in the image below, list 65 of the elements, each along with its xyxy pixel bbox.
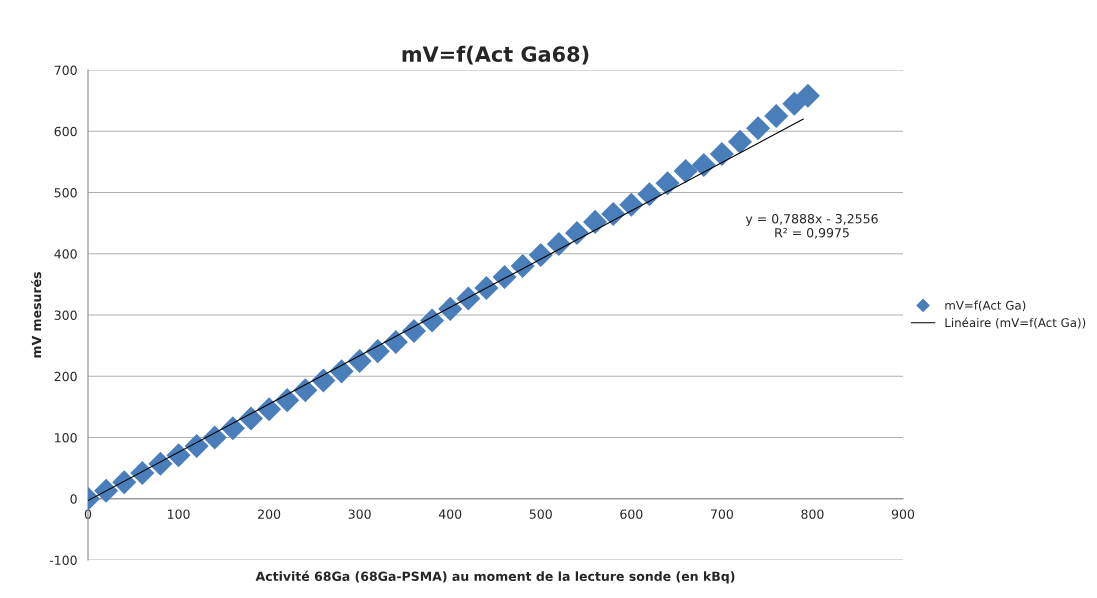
point (94, 478, 119, 503)
y-tick-label: 300 (54, 310, 77, 320)
y-axis-title: mV mesurés (31, 272, 42, 358)
point (112, 470, 137, 495)
legend-label: mV=f(Act Ga) (945, 300, 1026, 312)
point (456, 286, 481, 311)
y-tick-label: 400 (54, 249, 77, 259)
y-tick-label: 700 (54, 65, 77, 75)
point (510, 253, 535, 279)
point (619, 192, 644, 217)
point (637, 182, 662, 207)
point (583, 209, 608, 234)
point (546, 231, 571, 256)
point (184, 434, 209, 459)
legend-label: Linéaire (mV=f(Act Ga)) (945, 317, 1086, 329)
x-tick-label: 500 (529, 509, 552, 519)
point (492, 265, 517, 290)
point (764, 103, 789, 128)
x-tick-label: 200 (258, 509, 281, 519)
point (293, 378, 318, 403)
y-tick-label: 500 (54, 187, 77, 198)
y-tick-label: -100 (49, 555, 77, 565)
y-tick-label: 600 (54, 126, 77, 137)
point (257, 397, 282, 422)
point (601, 201, 626, 226)
x-tick-label: 900 (891, 509, 915, 519)
x-tick-label: 100 (168, 509, 190, 519)
point (673, 159, 698, 184)
point (347, 348, 372, 373)
x-tick-label: 0 (84, 509, 92, 519)
point (746, 116, 771, 141)
y-tick-label: 0 (70, 494, 77, 504)
point (202, 425, 227, 450)
annotation: y = 0,7888x - 3,2556 R² = 0,9975 (745, 213, 878, 239)
point (238, 406, 264, 431)
x-tick-label: 700 (710, 509, 733, 519)
point (130, 461, 155, 486)
point (148, 451, 173, 476)
x-tick-label: 300 (348, 509, 371, 519)
point (220, 416, 245, 441)
point (329, 359, 354, 384)
x-tick-label: 600 (620, 509, 643, 519)
point (782, 91, 807, 116)
x-axis-title: Activité 68Ga (68Ga-PSMA) au moment de la lecture sonde (en kBq) (255, 570, 735, 584)
point (795, 83, 820, 108)
point (401, 318, 427, 343)
point (166, 443, 191, 468)
point (383, 329, 408, 354)
y-tick-label: 100 (55, 432, 77, 443)
x-tick-label: 400 (438, 509, 462, 519)
point (275, 388, 300, 413)
point (311, 368, 336, 393)
point (474, 276, 499, 301)
x-tick-label: 800 (801, 509, 824, 519)
point (564, 220, 590, 245)
chart-title: mV=f(Act Ga68) (402, 45, 589, 65)
point (528, 242, 553, 267)
point (438, 296, 463, 321)
point (709, 141, 734, 166)
point (420, 308, 445, 333)
point (655, 171, 680, 196)
point (365, 339, 390, 364)
point (727, 129, 753, 154)
point (691, 152, 716, 177)
y-tick-label: 200 (54, 371, 77, 382)
